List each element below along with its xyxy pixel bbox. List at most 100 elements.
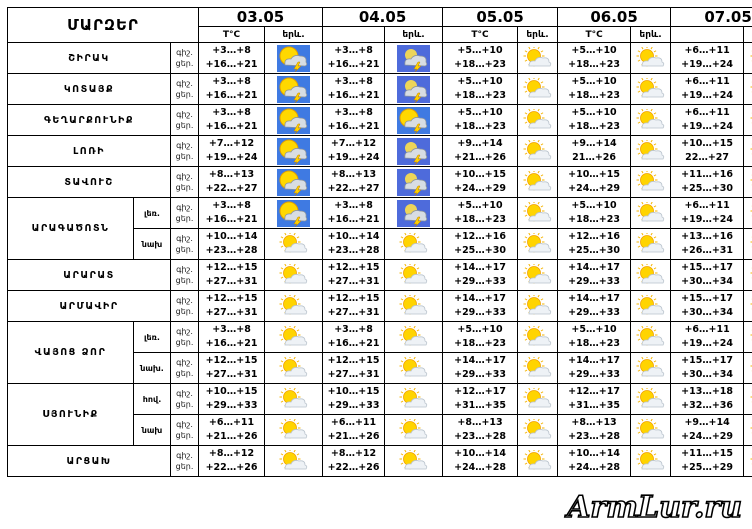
day-temp: +22…+26 bbox=[327, 462, 380, 473]
temperature-cell: +7…+12 +19…+24 bbox=[322, 135, 386, 167]
time-labels: գիշ. ցեր. bbox=[169, 73, 200, 105]
weather-icon-cell bbox=[743, 383, 752, 415]
night-temp: +14…+17 bbox=[454, 293, 506, 304]
sun-cloud-icon bbox=[279, 326, 307, 346]
day-temp: +16…+21 bbox=[205, 338, 258, 349]
day-temp: +16…+21 bbox=[327, 90, 380, 101]
day-temp: +30…+34 bbox=[681, 276, 734, 287]
temperature-cell: +15…+17 +30…+34 bbox=[670, 352, 745, 384]
sun-cloud-icon bbox=[636, 357, 664, 377]
weather-icon-cell bbox=[384, 321, 444, 353]
weather-icon-cell bbox=[630, 383, 672, 415]
night-temp: +12…+15 bbox=[327, 355, 380, 366]
night-temp: +6…+11 bbox=[684, 45, 730, 56]
night-label: գիշ. bbox=[176, 327, 193, 336]
night-temp: +10…+15 bbox=[327, 386, 380, 397]
weather-icon-cell bbox=[517, 383, 559, 415]
night-temp: +8…+12 bbox=[208, 448, 255, 459]
temperature-cell: +12…+17 +31…+35 bbox=[557, 383, 632, 415]
night-label: գիշ. bbox=[176, 389, 193, 398]
weather-icon-cell bbox=[743, 414, 752, 446]
day-temp: +25…+30 bbox=[454, 245, 506, 256]
temperature-cell: +6…+11 +19…+24 bbox=[670, 321, 745, 353]
night-temp: +10…+15 bbox=[454, 169, 506, 180]
table-row: ԼՈՌԻ գիշ. ցեր. +7…+12 +19…+24 +7…+12 +19…+24 +9… bbox=[7, 135, 752, 167]
weather-icon-cell bbox=[630, 166, 672, 198]
night-temp: +12…+15 bbox=[327, 293, 380, 304]
temp-column-header: T°C bbox=[557, 26, 632, 43]
temperature-cell: +11…+15 +25…+29 bbox=[670, 445, 745, 477]
region-name: ԱՐԱՐԱՏ bbox=[7, 259, 171, 291]
night-temp: +12…+15 bbox=[205, 262, 258, 273]
sun-cloud-icon bbox=[636, 140, 664, 160]
sun-cloud-icon bbox=[523, 295, 551, 315]
phenomenon-column-header: երև. bbox=[630, 26, 672, 43]
night-label: գիշ. bbox=[176, 79, 193, 88]
region-name: ՍՅՈՒՆԻՔ bbox=[7, 383, 134, 446]
sun-cloud-icon bbox=[399, 419, 427, 439]
day-temp: +16…+21 bbox=[327, 59, 380, 70]
temperature-cell: +13…+18 +32…+36 bbox=[670, 383, 745, 415]
night-temp: +15…+17 bbox=[681, 293, 734, 304]
weather-icon-cell bbox=[517, 42, 559, 74]
sun-cloud-icon bbox=[523, 388, 551, 408]
day-temp: +18…+23 bbox=[568, 59, 620, 70]
sun-cloud-icon bbox=[523, 47, 551, 67]
sun-cloud-icon bbox=[523, 450, 551, 470]
night-temp: +6…+11 bbox=[330, 417, 377, 428]
weather-icon-cell bbox=[384, 352, 444, 384]
day-temp: +19…+24 bbox=[681, 59, 734, 70]
sun-cloud-icon bbox=[636, 78, 664, 98]
weather-icon-cell bbox=[517, 73, 559, 105]
region-name: ՇԻՐԱԿ bbox=[7, 42, 171, 74]
sun-cloud-icon bbox=[399, 295, 427, 315]
sun-cloud-icon bbox=[279, 233, 307, 253]
day-temp: +18…+23 bbox=[454, 121, 506, 132]
temperature-cell: +3…+8 +16…+21 bbox=[322, 321, 386, 353]
time-labels: գիշ. ցեր. bbox=[169, 383, 200, 415]
weather-icon-cell bbox=[630, 259, 672, 291]
weather-icon-cell bbox=[517, 290, 559, 322]
day-temp: +16…+21 bbox=[327, 338, 380, 349]
sun-cloud-storm-icon bbox=[277, 44, 311, 72]
night-temp: +9…+14 bbox=[684, 417, 730, 428]
weather-icon-cell bbox=[630, 290, 672, 322]
day-temp: +22…+26 bbox=[205, 462, 258, 473]
temperature-cell: +11…+16 +25…+30 bbox=[670, 166, 745, 198]
temperature-cell: +10…+15 22…+27 bbox=[670, 135, 745, 167]
temp-column-header: T°C bbox=[442, 26, 519, 43]
table-row: ԱՐԱԳԱԾՈՏՆ լեռ. գիշ. ցեր. +3…+8 +16…+21 +3…+8 +1… bbox=[7, 197, 752, 260]
day-temp: +23…+28 bbox=[327, 245, 380, 256]
night-label: գիշ. bbox=[176, 110, 193, 119]
day-temp: +26…+31 bbox=[681, 245, 734, 256]
temperature-cell: +5…+10 +18…+23 bbox=[557, 42, 632, 74]
sun-cloud-storm-icon bbox=[277, 168, 311, 196]
table-row: ԱՐՄԱՎԻՐ գիշ. ցեր. +12…+15 +27…+31 +12…+15 +27…… bbox=[7, 290, 752, 322]
day-temp: +27…+31 bbox=[205, 276, 258, 287]
weather-icon-cell bbox=[384, 290, 444, 322]
day-temp: +24…+28 bbox=[568, 462, 620, 473]
sun-cloud-icon bbox=[523, 140, 551, 160]
temperature-cell: +3…+8 +16…+21 bbox=[322, 197, 386, 229]
sun-cloud-icon bbox=[636, 326, 664, 346]
day-temp: +27…+31 bbox=[327, 276, 380, 287]
region-name: ԳԵՂԱՐՔՈՒՆԻՔ bbox=[7, 104, 171, 136]
weather-icon-cell bbox=[630, 135, 672, 167]
sun-cloud-icon bbox=[523, 326, 551, 346]
table-row: ՎԱՅՈՑ ՁՈՐ լեռ. գիշ. ցեր. +3…+8 +16…+21 +3…+8 +1… bbox=[7, 321, 752, 384]
night-temp: +10…+14 bbox=[327, 231, 380, 242]
night-temp: +10…+14 bbox=[205, 231, 258, 242]
temperature-cell: +9…+14 +24…+29 bbox=[670, 414, 745, 446]
night-temp: +9…+14 bbox=[457, 138, 503, 149]
temperature-cell: +12…+15 +27…+31 bbox=[198, 290, 266, 322]
day-temp: +18…+23 bbox=[568, 121, 620, 132]
weather-icon-cell bbox=[743, 104, 752, 136]
cloud-storm-icon bbox=[397, 75, 431, 103]
night-temp: +12…+15 bbox=[205, 355, 258, 366]
day-temp: +16…+21 bbox=[205, 59, 258, 70]
time-labels: գիշ. ցեր. bbox=[169, 228, 200, 260]
phenomenon-column-header bbox=[743, 26, 752, 43]
night-temp: +12…+16 bbox=[568, 231, 620, 242]
time-labels: գիշ. ցեր. bbox=[169, 197, 200, 229]
sun-cloud-icon bbox=[399, 264, 427, 284]
